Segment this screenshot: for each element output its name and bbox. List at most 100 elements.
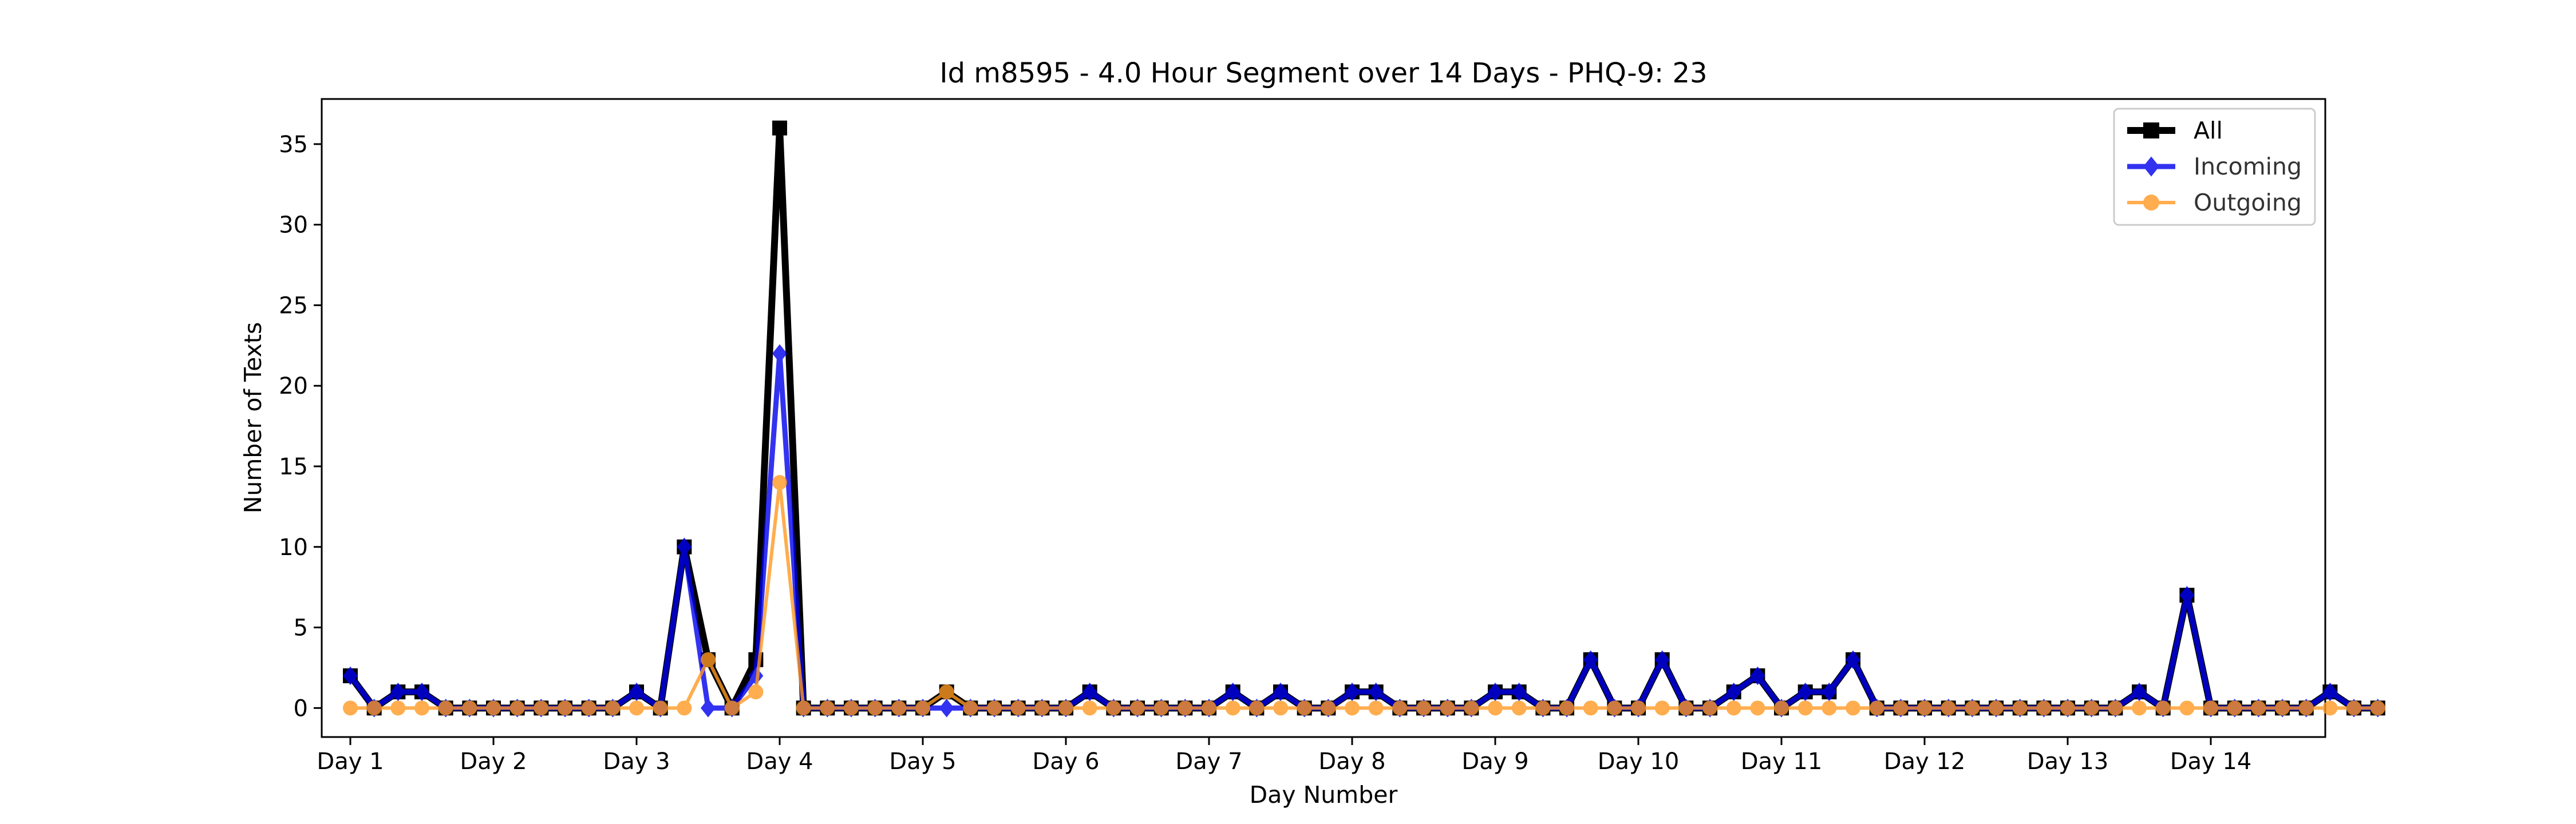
x-tick-label: Day 13 (2027, 748, 2109, 775)
y-tick-label: 30 (279, 212, 308, 239)
data-point-outgoing (1058, 700, 1074, 716)
data-point-outgoing (366, 700, 382, 716)
data-point-outgoing (1082, 700, 1097, 716)
legend-item-all: All (2127, 117, 2223, 144)
data-point-outgoing (1440, 700, 1455, 716)
y-tick-label: 5 (294, 615, 308, 641)
x-tick-label: Day 9 (1461, 748, 1528, 775)
data-point-outgoing (963, 700, 978, 716)
data-point-outgoing (1726, 700, 1741, 716)
data-point-outgoing (1535, 700, 1551, 716)
data-point-outgoing (2179, 700, 2195, 716)
data-point-incoming (1345, 682, 1360, 702)
data-point-incoming (414, 682, 430, 702)
data-point-incoming (1368, 682, 1384, 702)
x-tick-label: Day 12 (1884, 748, 1966, 775)
data-point-incoming (2322, 682, 2338, 702)
data-point-outgoing (1965, 700, 1980, 716)
data-point-incoming (1846, 650, 1861, 670)
data-point-outgoing (2155, 700, 2171, 716)
data-point-incoming (939, 699, 954, 718)
data-point-outgoing (1583, 700, 1598, 716)
data-point-outgoing (820, 700, 835, 716)
data-point-incoming (677, 537, 692, 557)
data-point-outgoing (2251, 700, 2266, 716)
data-point-incoming (1082, 682, 1097, 702)
series-outgoing (343, 475, 2385, 716)
data-point-outgoing (1893, 700, 1909, 716)
series-incoming (343, 344, 2385, 718)
legend: All Incoming Outgoing (2113, 108, 2316, 226)
data-point-outgoing (605, 700, 621, 716)
data-point-outgoing (1488, 700, 1503, 716)
data-point-outgoing (1511, 700, 1527, 716)
data-point-outgoing (939, 684, 954, 700)
legend-item-incoming: Incoming (2127, 153, 2302, 180)
data-point-outgoing (2346, 700, 2362, 716)
data-point-outgoing (2084, 700, 2099, 716)
y-tick-label: 20 (279, 373, 308, 399)
data-point-incoming (1583, 650, 1598, 670)
data-point-outgoing (1153, 700, 1169, 716)
series-line-all (347, 124, 2378, 712)
data-point-incoming (1797, 682, 1813, 702)
data-point-outgoing (1559, 700, 1575, 716)
series-line-incoming (348, 351, 2378, 711)
data-point-outgoing (891, 700, 907, 716)
data-point-outgoing (509, 700, 525, 716)
data-point-outgoing (2036, 700, 2052, 716)
data-point-incoming (1511, 682, 1527, 702)
data-point-incoming (629, 682, 645, 702)
data-point-outgoing (343, 700, 358, 716)
data-point-incoming (1654, 650, 1670, 670)
y-tick-label: 15 (279, 454, 308, 480)
legend-marker-outgoing (2143, 195, 2159, 211)
y-axis-label: Number of Texts (239, 322, 267, 514)
x-tick-label: Day 3 (603, 748, 670, 775)
series-all (343, 120, 2385, 716)
data-point-incoming (1822, 682, 1837, 702)
y-tick-label: 35 (279, 132, 308, 158)
data-point-outgoing (1225, 700, 1240, 716)
data-point-outgoing (1917, 700, 1933, 716)
data-point-outgoing (1750, 700, 1765, 716)
data-point-incoming (1750, 666, 1765, 686)
data-point-outgoing (2203, 700, 2219, 716)
x-tick-label: Day 7 (1175, 748, 1242, 775)
y-tick-label: 0 (294, 695, 308, 722)
legend-label-outgoing: Outgoing (2194, 189, 2302, 216)
data-point-outgoing (2012, 700, 2028, 716)
data-point-outgoing (796, 700, 811, 716)
data-point-outgoing (1106, 700, 1121, 716)
x-tick-label: Day 8 (1318, 748, 1385, 775)
data-point-outgoing (2322, 700, 2338, 716)
data-point-outgoing (1464, 700, 1479, 716)
data-point-outgoing (1249, 700, 1265, 716)
data-point-outgoing (390, 700, 406, 716)
plot-area-frame (321, 98, 2326, 738)
data-point-outgoing (1416, 700, 1432, 716)
data-point-outgoing (1297, 700, 1312, 716)
data-point-outgoing (1774, 700, 1789, 716)
data-point-outgoing (1392, 700, 1408, 716)
y-axis: 0 5 10 15 20 25 30 35 (279, 132, 322, 722)
data-point-all (772, 120, 788, 136)
data-point-outgoing (677, 700, 692, 716)
x-tick-label: Day 11 (1741, 748, 1823, 775)
data-point-outgoing (1797, 700, 1813, 716)
data-point-outgoing (724, 700, 740, 716)
data-point-outgoing (414, 700, 430, 716)
data-point-outgoing (2275, 700, 2290, 716)
data-point-outgoing (772, 475, 788, 490)
data-point-outgoing (438, 700, 453, 716)
data-point-outgoing (1273, 700, 1289, 716)
data-point-outgoing (2132, 700, 2147, 716)
data-point-incoming (701, 699, 716, 718)
legend-item-outgoing: Outgoing (2127, 189, 2302, 216)
legend-marker-all (2143, 122, 2159, 138)
data-point-outgoing (1678, 700, 1694, 716)
data-point-outgoing (2298, 700, 2314, 716)
data-point-incoming (772, 344, 788, 363)
x-tick-label: Day 2 (460, 748, 527, 775)
data-point-outgoing (1178, 700, 1193, 716)
